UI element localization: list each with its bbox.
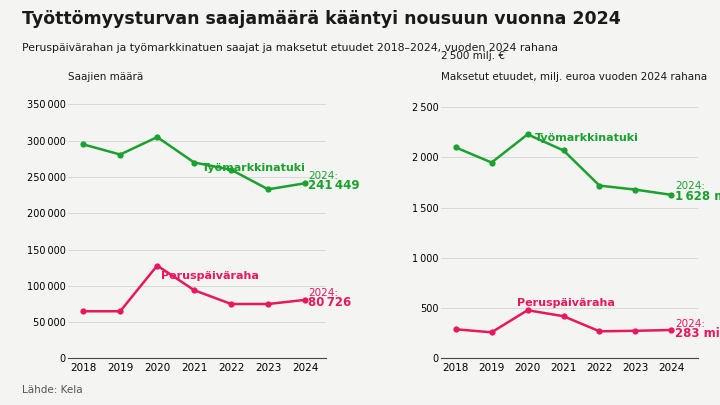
Text: 2024:: 2024: bbox=[675, 319, 705, 329]
Text: Peruspäiväraha: Peruspäiväraha bbox=[161, 271, 258, 281]
Text: Saajien määrä: Saajien määrä bbox=[68, 72, 144, 81]
Text: 2 500 milj. €: 2 500 milj. € bbox=[441, 51, 505, 61]
Text: Maksetut etuudet, milj. euroa vuoden 2024 rahana: Maksetut etuudet, milj. euroa vuoden 202… bbox=[441, 72, 707, 81]
Text: Peruspäivärahan ja työmarkkinatuen saajat ja maksetut etuudet 2018–2024, vuoden : Peruspäivärahan ja työmarkkinatuen saaja… bbox=[22, 43, 557, 53]
Text: 241 449: 241 449 bbox=[308, 179, 360, 192]
Text: Lähde: Kela: Lähde: Kela bbox=[22, 385, 82, 395]
Text: Työmarkkinatuki: Työmarkkinatuki bbox=[535, 133, 639, 143]
Text: Työttömyysturvan saajamäärä kääntyi nousuun vuonna 2024: Työttömyysturvan saajamäärä kääntyi nous… bbox=[22, 10, 621, 28]
Text: 1 628 milj. €: 1 628 milj. € bbox=[675, 190, 720, 203]
Text: Peruspäiväraha: Peruspäiväraha bbox=[517, 298, 615, 308]
Text: 2024:: 2024: bbox=[308, 171, 338, 181]
Text: 80 726: 80 726 bbox=[308, 296, 351, 309]
Text: 2024:: 2024: bbox=[308, 288, 338, 298]
Text: 2024:: 2024: bbox=[675, 181, 705, 191]
Text: Työmarkkinatuki: Työmarkkinatuki bbox=[202, 163, 305, 173]
Text: 283 milj. €: 283 milj. € bbox=[675, 327, 720, 340]
